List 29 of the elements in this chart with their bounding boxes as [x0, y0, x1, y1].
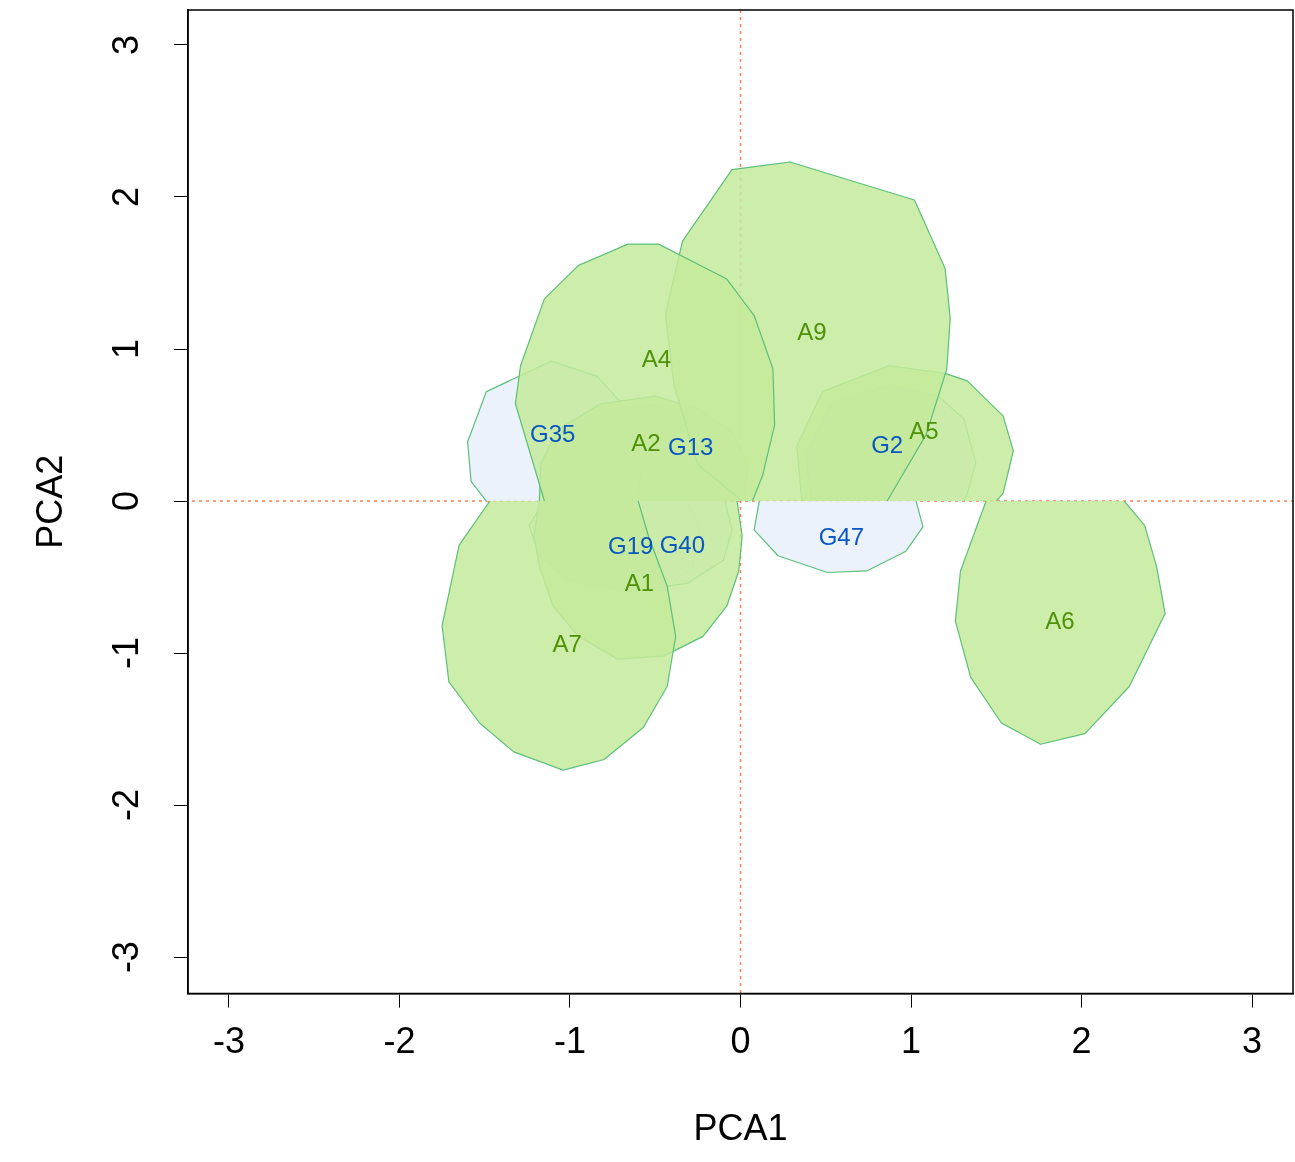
y-tick-label: -1 — [104, 637, 146, 670]
series-label: A4 — [641, 345, 672, 373]
y-tick-label: 0 — [104, 491, 146, 512]
series-label: G19 — [608, 532, 654, 560]
series-label: A7 — [552, 629, 582, 657]
series-label: A6 — [1045, 606, 1075, 634]
series-label: A2 — [631, 428, 661, 456]
series-label: G2 — [871, 430, 904, 458]
series-label: G47 — [818, 523, 865, 551]
x-tick-label: 2 — [1071, 1020, 1092, 1062]
y-tick-label: 2 — [104, 186, 146, 208]
series-label: A9 — [797, 317, 827, 345]
series-label: G35 — [530, 419, 576, 447]
y-tick-label: -2 — [104, 789, 146, 822]
x-tick-label: 1 — [901, 1020, 922, 1062]
x-tick-label: 3 — [1242, 1020, 1263, 1062]
y-tick-label: -3 — [104, 941, 146, 974]
series-label: G40 — [659, 531, 706, 559]
y-axis-title: PCA2 — [28, 454, 70, 549]
series-label: G13 — [668, 432, 714, 460]
y-tick-label: 3 — [104, 34, 146, 55]
x-tick-label: -3 — [212, 1020, 245, 1062]
series-label: A5 — [909, 416, 939, 444]
x-tick-label: -2 — [383, 1020, 416, 1062]
x-tick-label: -1 — [553, 1020, 586, 1062]
series-label: A1 — [624, 568, 655, 596]
x-axis-title: PCA1 — [693, 1107, 788, 1149]
x-tick-label: 0 — [730, 1020, 751, 1062]
y-tick-label: 1 — [104, 339, 146, 360]
